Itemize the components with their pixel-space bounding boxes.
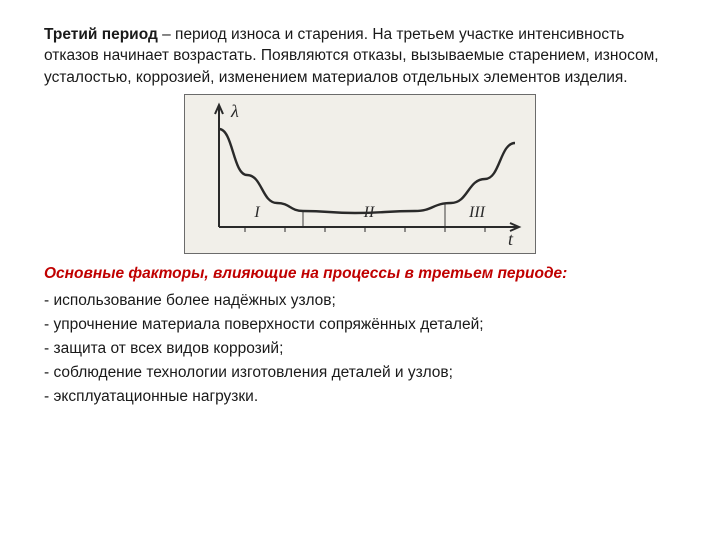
factor-item: - упрочнение материала поверхности сопря… (44, 315, 676, 336)
factor-item: - эксплуатационные нагрузки. (44, 387, 676, 408)
factors-heading: Основные факторы, влияющие на процессы в… (44, 264, 676, 285)
factor-item: - использование более надёжных узлов; (44, 291, 676, 312)
svg-text:t: t (508, 229, 514, 249)
factor-item: - защита от всех видов коррозий; (44, 339, 676, 360)
svg-text:I: I (253, 204, 260, 221)
intro-bold: Третий период (44, 26, 158, 43)
chart-container: λtIIIIII (44, 94, 676, 254)
bathtub-chart: λtIIIIII (184, 94, 536, 254)
chart-svg: λtIIIIII (185, 95, 535, 253)
svg-text:III: III (468, 204, 486, 221)
svg-text:II: II (363, 204, 375, 221)
intro-paragraph: Третий период – период износа и старения… (44, 24, 676, 88)
page: Третий период – период износа и старения… (0, 0, 720, 408)
svg-text:λ: λ (230, 101, 239, 121)
factor-item: - соблюдение технологии изготовления дет… (44, 363, 676, 384)
